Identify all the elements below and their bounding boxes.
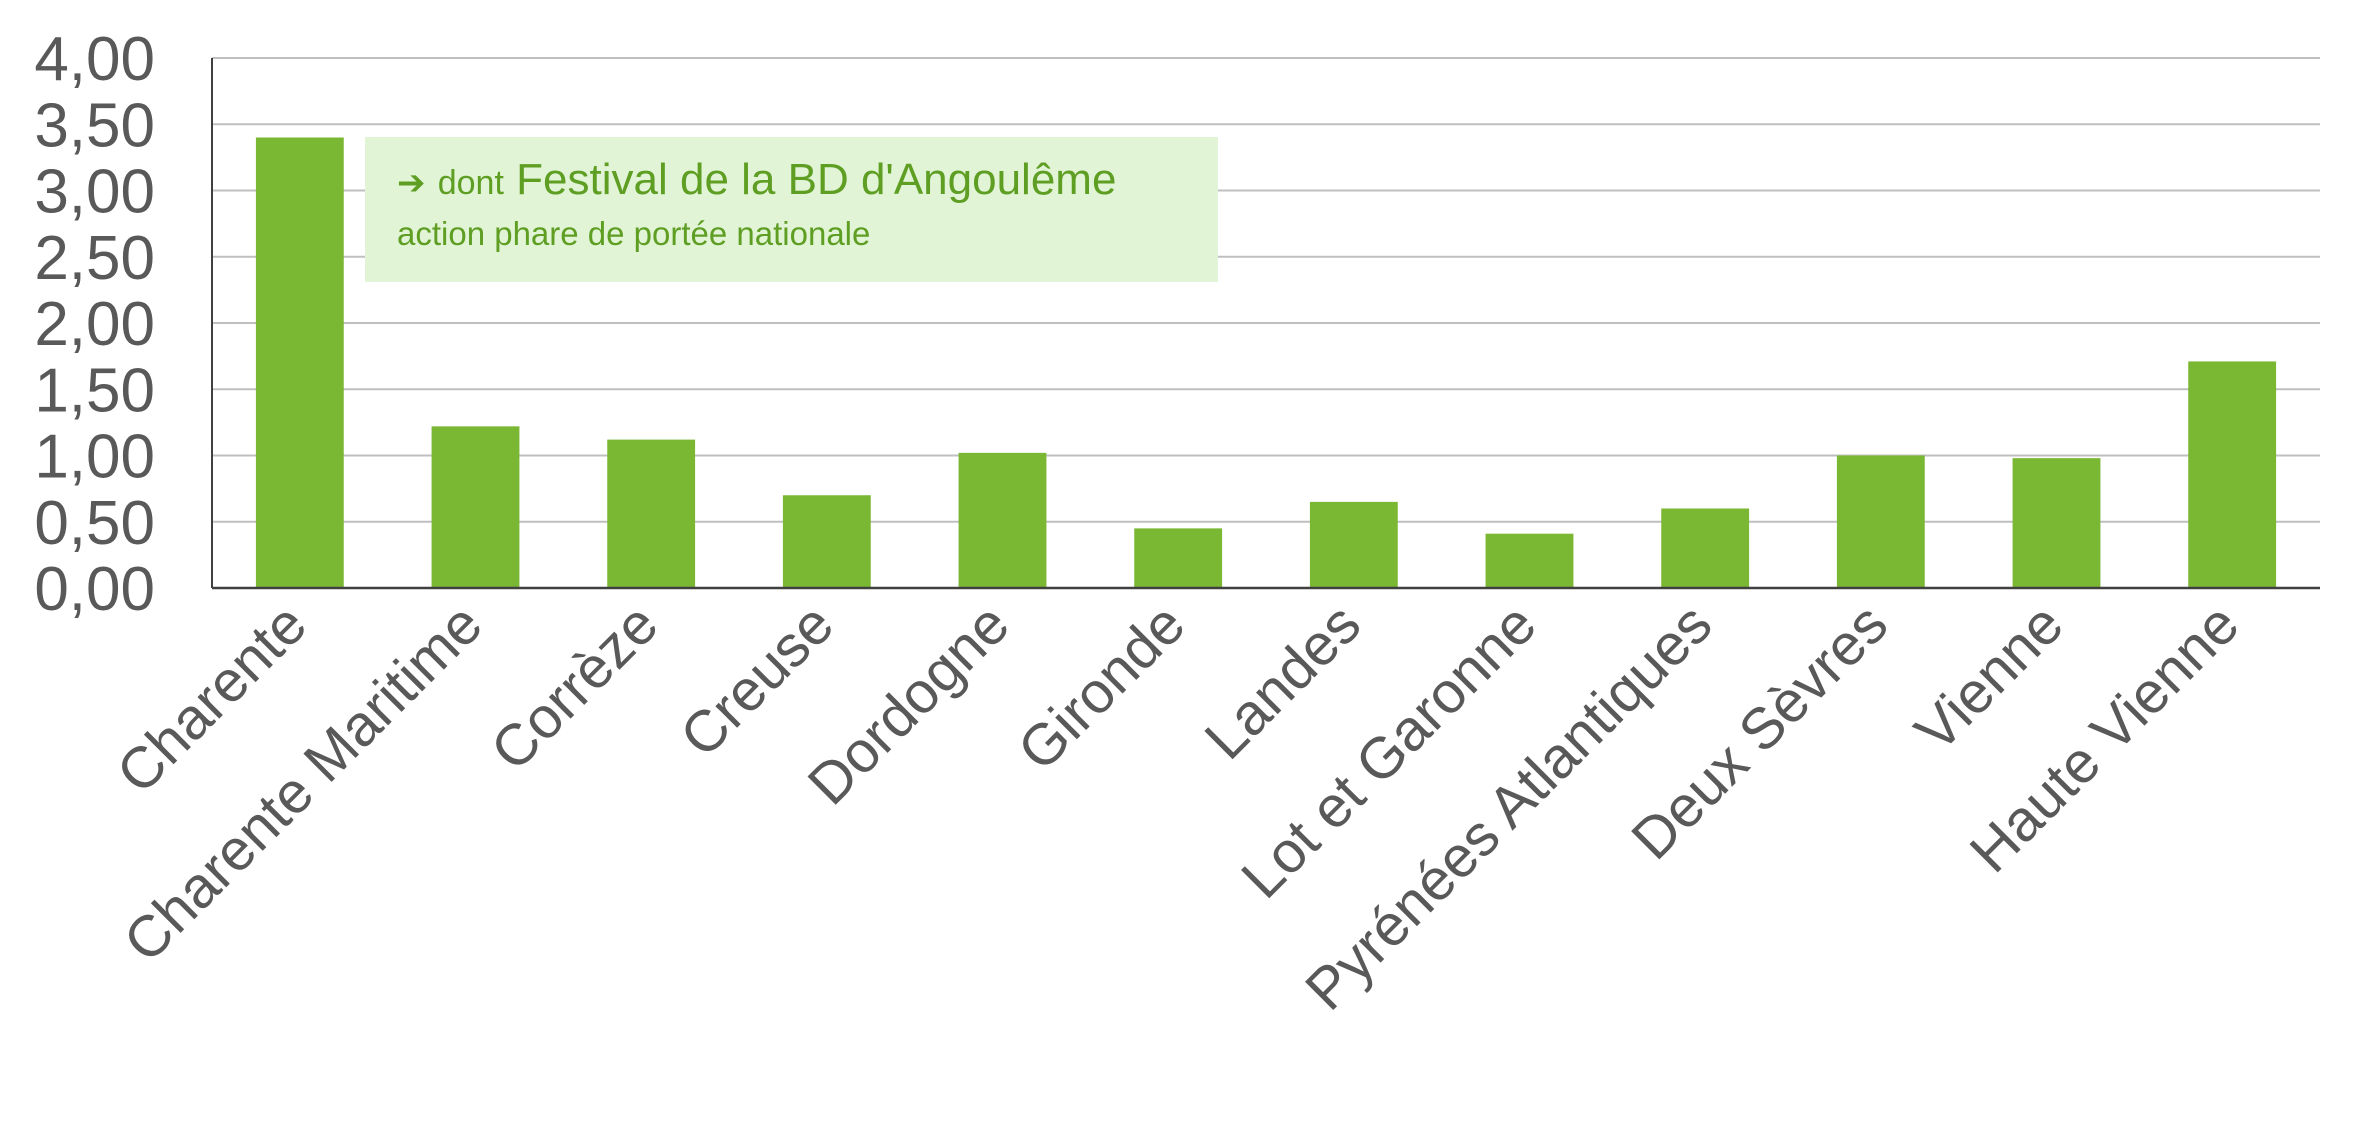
- annotation-prefix: dont: [437, 164, 504, 202]
- bar: [255, 137, 344, 588]
- bar: [1485, 533, 1574, 588]
- annotation-subtext: action phare de portée nationale: [397, 215, 871, 252]
- bar: [1134, 528, 1223, 588]
- x-category-label: Vienne: [1903, 591, 2076, 764]
- x-category-label: Landes: [1193, 591, 1374, 772]
- bar: [958, 452, 1047, 588]
- bar: [1836, 455, 1925, 588]
- y-tick-label: 1,50: [34, 356, 155, 425]
- y-tick-label: 3,50: [34, 91, 155, 160]
- y-tick-label: 0,00: [34, 555, 155, 624]
- bars: [255, 137, 2277, 588]
- annotation-main-text: Festival de la BD d'Angoulême: [516, 155, 1117, 204]
- x-category-label: Creuse: [668, 591, 846, 769]
- right-arrow-icon: ➔: [397, 163, 426, 203]
- bar: [1661, 508, 1750, 588]
- bar: [2188, 361, 2277, 588]
- bar: [431, 426, 520, 588]
- bar: [607, 439, 696, 588]
- x-category-label: Gironde: [1005, 591, 1197, 783]
- bar: [1309, 501, 1398, 588]
- annotation-headline: ➔ dont Festival de la BD d'Angoulême: [397, 155, 1218, 208]
- y-tick-label: 4,00: [34, 25, 155, 94]
- y-axis-tick-labels: 0,000,501,001,502,002,503,003,504,00: [34, 25, 155, 624]
- bar: [782, 495, 871, 588]
- axes: [211, 58, 2320, 590]
- y-tick-label: 2,00: [34, 290, 155, 359]
- y-tick-label: 3,00: [34, 158, 155, 227]
- x-category-label: Lot et Garonne: [1229, 591, 1549, 911]
- annotation-box: ➔ dont Festival de la BD d'Angoulême act…: [365, 137, 1218, 282]
- y-tick-label: 0,50: [34, 489, 155, 558]
- x-category-label: Corrèze: [479, 591, 671, 783]
- y-tick-label: 1,00: [34, 423, 155, 492]
- bar: [2012, 458, 2101, 588]
- y-tick-label: 2,50: [34, 224, 155, 293]
- gridlines: [212, 57, 2320, 523]
